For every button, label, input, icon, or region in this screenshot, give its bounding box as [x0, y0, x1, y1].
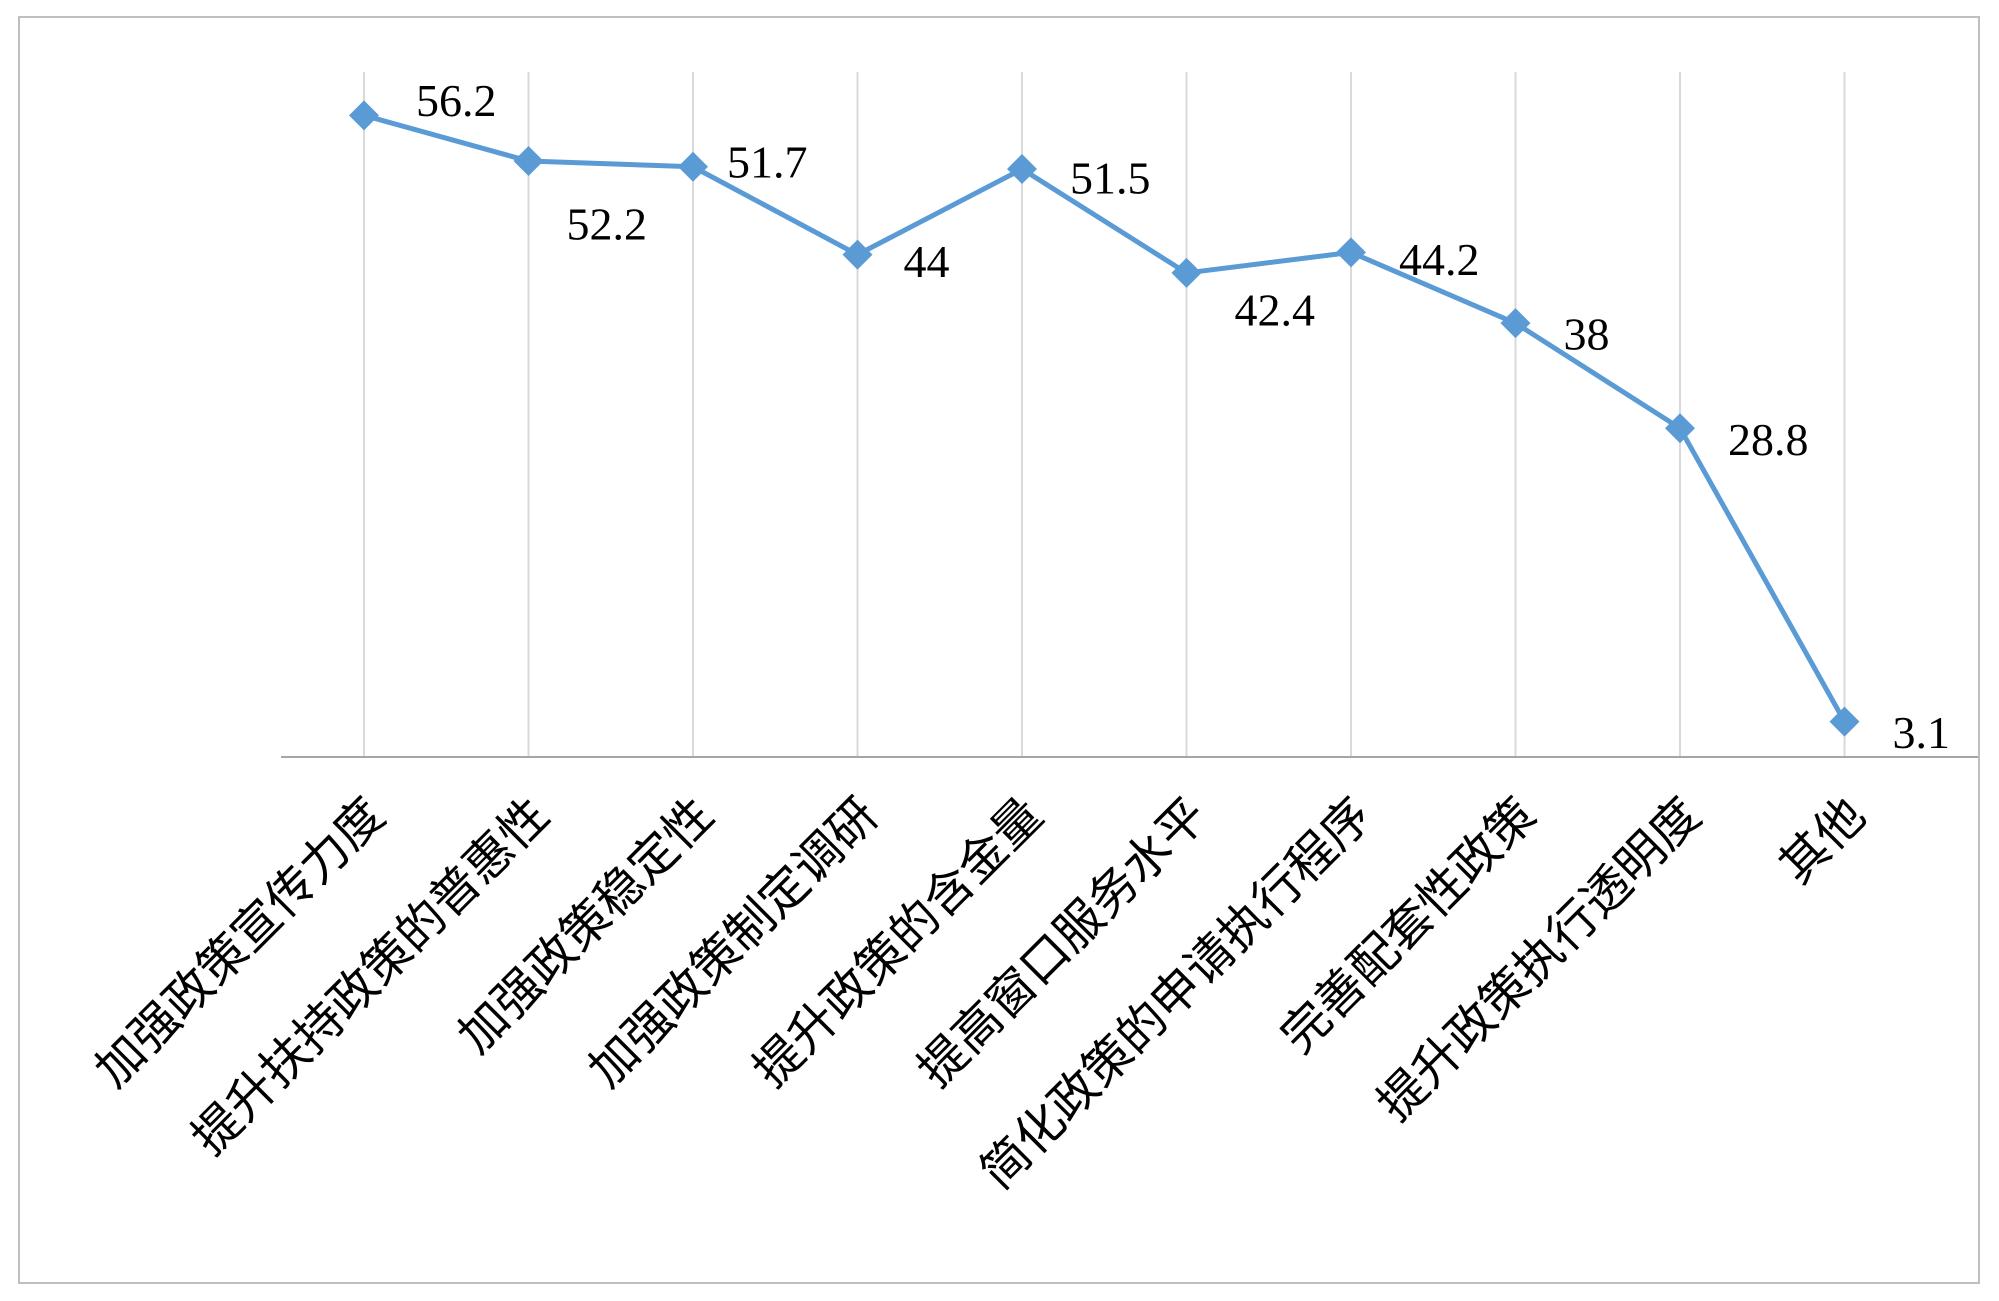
data-point — [1007, 154, 1037, 185]
category-label: 加强政策宣传力度 — [85, 787, 396, 1098]
data-label: 51.5 — [1070, 153, 1151, 204]
data-label: 51.7 — [727, 136, 808, 187]
category-label: 加强政策制定调研 — [578, 787, 889, 1098]
chart-frame — [18, 16, 1980, 1284]
data-label: 56.2 — [416, 75, 497, 126]
data-point — [513, 146, 544, 177]
series-line — [363, 112, 1847, 723]
category-label: 其他 — [1769, 787, 1876, 894]
data-point — [1171, 257, 1202, 288]
data-label: 28.8 — [1728, 414, 1809, 465]
data-label: 42.4 — [1235, 284, 1316, 335]
data-point — [349, 100, 379, 131]
category-label: 提升政策的含金量 — [743, 787, 1054, 1098]
data-point — [1500, 308, 1531, 339]
data-point — [678, 151, 708, 182]
data-label: 44.2 — [1399, 234, 1480, 285]
data-point — [1829, 706, 1860, 737]
category-label: 提高窗口服务水平 — [907, 787, 1218, 1098]
data-label: 44 — [904, 236, 950, 287]
data-label: 38 — [1564, 309, 1610, 360]
category-label: 提升政策执行透明度 — [1367, 787, 1712, 1132]
data-point — [1336, 237, 1366, 268]
data-point — [842, 239, 873, 270]
data-point — [1665, 413, 1695, 444]
data-label: 3.1 — [1893, 707, 1951, 758]
data-label: 52.2 — [567, 199, 648, 250]
